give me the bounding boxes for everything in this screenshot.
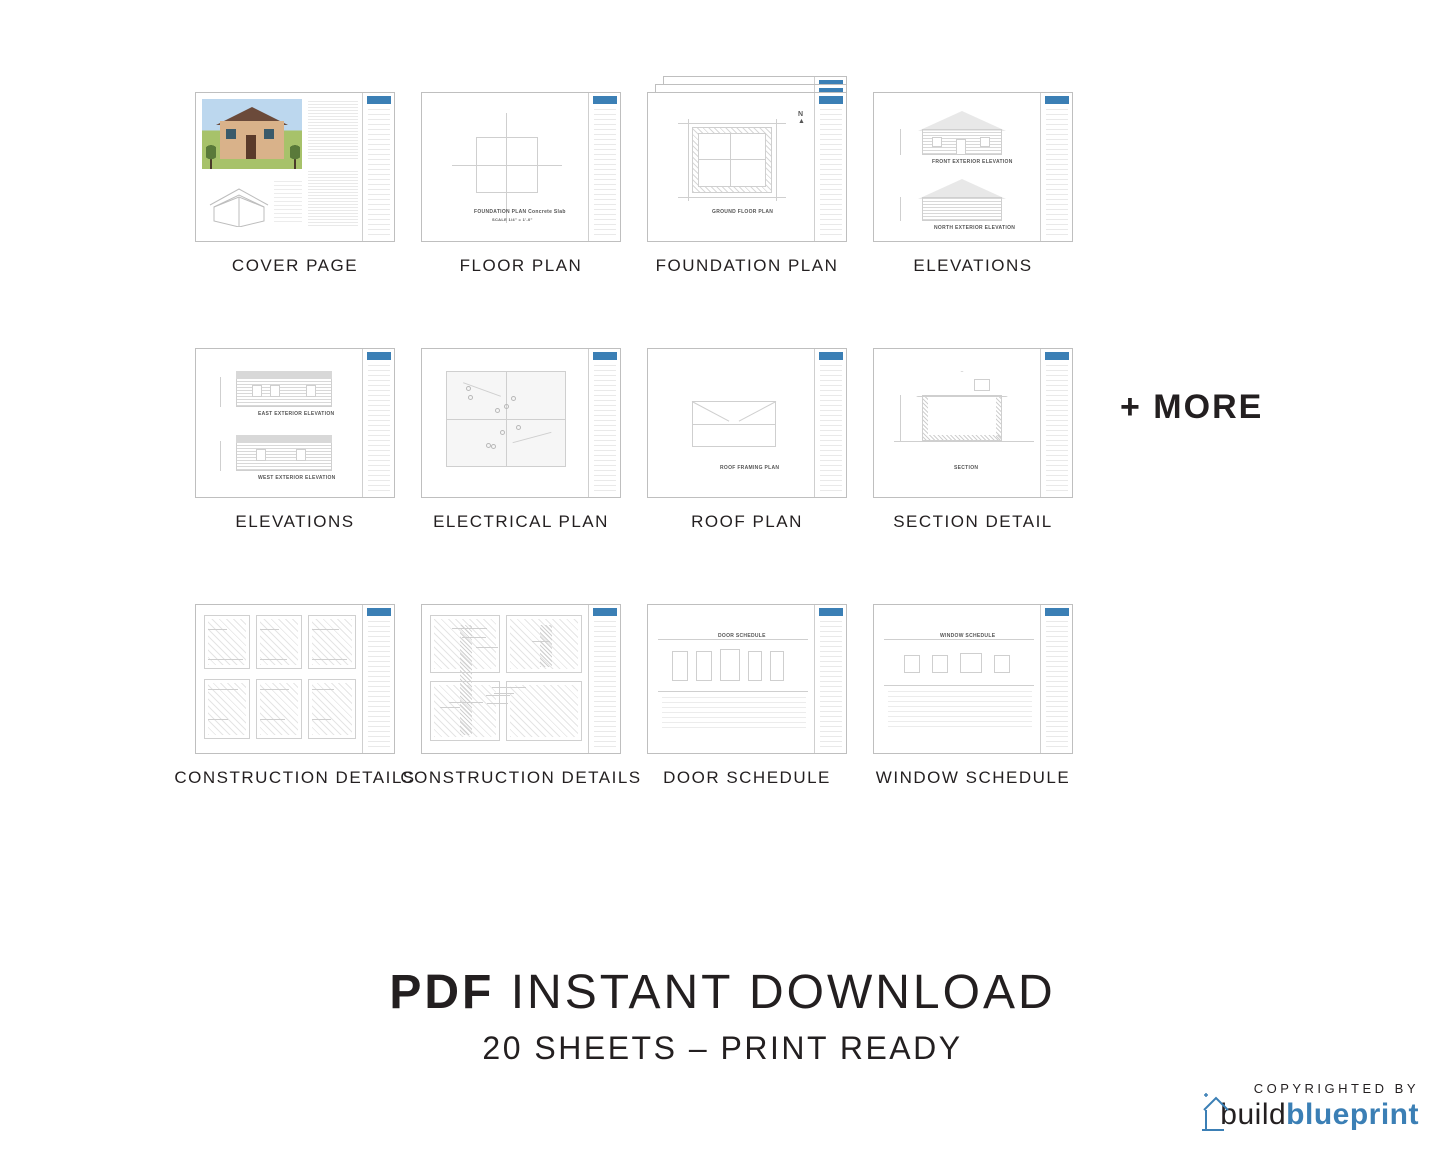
thumbnail: FOUNDATION PLAN Concrete Slab SCALE 1/4"… bbox=[421, 92, 621, 242]
thumbnail-label: FLOOR PLAN bbox=[460, 256, 583, 276]
thumbnail-label: SECTION DETAIL bbox=[893, 512, 1053, 532]
thumbnail bbox=[195, 92, 395, 242]
thumbnail: ROOF FRAMING PLAN bbox=[647, 348, 847, 498]
thumbnail: FRONT EXTERIOR ELEVATION NORTH EXTERIOR … bbox=[873, 92, 1073, 242]
thumbnail bbox=[195, 604, 395, 754]
thumbnail: DOOR SCHEDULE bbox=[647, 604, 847, 754]
thumbnail-cell: FOUNDATION PLAN Concrete Slab SCALE 1/4"… bbox=[421, 92, 621, 276]
footer: PDF INSTANT DOWNLOAD 20 SHEETS – PRINT R… bbox=[0, 965, 1445, 1067]
thumbnail-cell: FRONT EXTERIOR ELEVATION NORTH EXTERIOR … bbox=[873, 92, 1073, 276]
thumbnail-label: DOOR SCHEDULE bbox=[663, 768, 831, 788]
thumbnail-label: WINDOW SCHEDULE bbox=[876, 768, 1070, 788]
thumbnail-cell: CONSTRUCTION DETAILS bbox=[195, 604, 395, 788]
thumbnail: SECTION bbox=[873, 348, 1073, 498]
thumbnail-label: FOUNDATION PLAN bbox=[656, 256, 839, 276]
thumbnail bbox=[421, 348, 621, 498]
thumbnail-label: ELEVATIONS bbox=[235, 512, 354, 532]
thumbnail-cell: ELECTRICAL PLAN bbox=[421, 348, 621, 532]
thumbnail-cell: COVER PAGE bbox=[195, 92, 395, 276]
thumbnail-label: CONSTRUCTION DETAILS bbox=[400, 768, 641, 788]
thumbnail: GROUND FLOOR PLAN N▲ bbox=[647, 92, 847, 242]
thumbnail-cell: WINDOW SCHEDULE WINDOW SCHEDULE bbox=[873, 604, 1073, 788]
brand-logo: buildblueprint bbox=[1220, 1098, 1419, 1131]
thumbnail-cell: ROOF FRAMING PLAN ROOF PLAN bbox=[647, 348, 847, 532]
thumbnail-cell: CONSTRUCTION DETAILS bbox=[421, 604, 621, 788]
copyright-badge: COPYRIGHTED BY buildblueprint bbox=[1220, 1082, 1419, 1131]
copyright-text: COPYRIGHTED BY bbox=[1220, 1082, 1419, 1096]
thumbnail: EAST EXTERIOR ELEVATION WEST EXTERIOR EL… bbox=[195, 348, 395, 498]
more-label: + MORE bbox=[1120, 388, 1263, 427]
thumbnail-label: ELECTRICAL PLAN bbox=[433, 512, 609, 532]
thumbnail-cell: GROUND FLOOR PLAN N▲ FOUNDATION PLAN bbox=[647, 92, 847, 276]
thumbnail-grid: COVER PAGE FOUNDATION PLAN Concrete Slab… bbox=[195, 92, 1075, 788]
thumbnail-cell: DOOR SCHEDULE DOOR SCHEDULE bbox=[647, 604, 847, 788]
footer-line-2: 20 SHEETS – PRINT READY bbox=[0, 1030, 1445, 1067]
thumbnail-label: ELEVATIONS bbox=[913, 256, 1032, 276]
thumbnail-cell: SECTION SECTION DETAIL bbox=[873, 348, 1073, 532]
thumbnail-cell: EAST EXTERIOR ELEVATION WEST EXTERIOR EL… bbox=[195, 348, 395, 532]
house-icon bbox=[1202, 1092, 1230, 1134]
thumbnail-label: CONSTRUCTION DETAILS bbox=[174, 768, 415, 788]
thumbnail bbox=[421, 604, 621, 754]
footer-line-1: PDF INSTANT DOWNLOAD bbox=[0, 965, 1445, 1020]
thumbnail-label: COVER PAGE bbox=[232, 256, 358, 276]
thumbnail-label: ROOF PLAN bbox=[691, 512, 803, 532]
thumbnail: WINDOW SCHEDULE bbox=[873, 604, 1073, 754]
